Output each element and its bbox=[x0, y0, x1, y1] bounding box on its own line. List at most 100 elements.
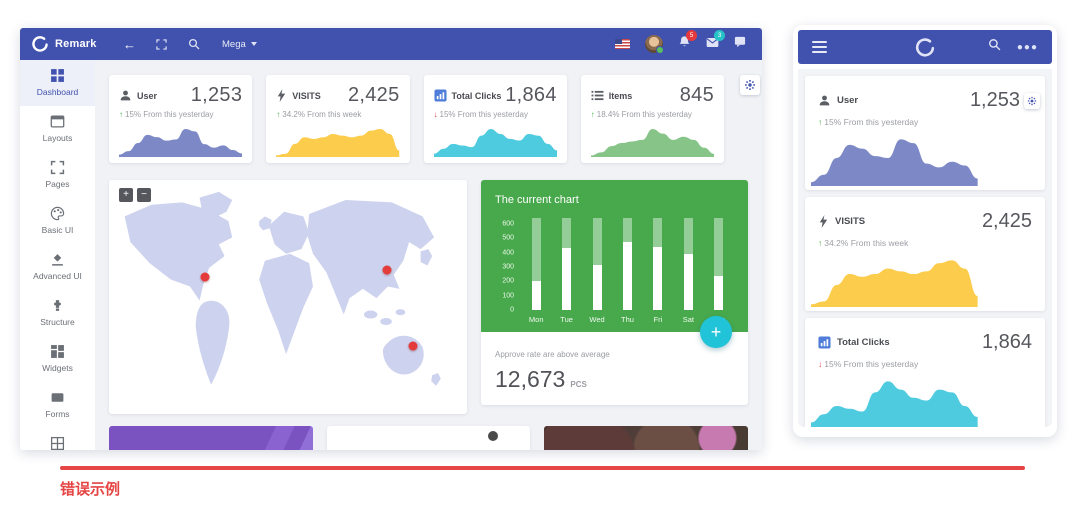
stat-label: Total Clicks bbox=[837, 337, 890, 348]
card-settings-button[interactable] bbox=[1024, 92, 1040, 109]
trend-up-icon: ↑ bbox=[276, 110, 281, 119]
sidebar-label: Layouts bbox=[42, 133, 73, 143]
language-flag-icon[interactable] bbox=[615, 39, 630, 49]
back-arrow-icon[interactable]: ← bbox=[123, 36, 136, 52]
map-marker bbox=[200, 272, 210, 282]
search-icon[interactable] bbox=[988, 38, 1001, 56]
settings-button[interactable] bbox=[740, 75, 760, 95]
sidebar-item-widgets[interactable]: Widgets bbox=[20, 336, 95, 382]
table-icon bbox=[50, 436, 65, 450]
mobile-stat-card-visits: VISITS 2,425 ↑ 34.2% From this week bbox=[805, 197, 1045, 311]
stat-value: 1,253 bbox=[190, 84, 243, 106]
visits-sparkline-chart bbox=[276, 129, 400, 157]
chat-button[interactable] bbox=[734, 35, 746, 53]
stat-value: 2,425 bbox=[981, 210, 1032, 232]
sidebar-item-advanced-ui[interactable]: Advanced UI bbox=[20, 244, 95, 290]
world-map[interactable] bbox=[115, 186, 461, 408]
notifications-button[interactable]: 5 bbox=[678, 30, 697, 53]
sidebar-label: Pages bbox=[45, 179, 70, 189]
brand[interactable]: Remark bbox=[20, 36, 104, 52]
ink-icon bbox=[52, 254, 63, 266]
trend-up-icon: ↑ bbox=[119, 110, 123, 119]
stat-value: 1,864 bbox=[505, 84, 557, 106]
x-tick-label: Wed bbox=[589, 315, 605, 324]
red-divider-line bbox=[60, 466, 1025, 470]
x-tick-label: Mon bbox=[528, 315, 544, 324]
map-marker bbox=[408, 341, 418, 351]
bar-tue bbox=[551, 218, 581, 310]
sidebar-item-forms[interactable]: Forms bbox=[20, 382, 95, 428]
sidebar-item-dashboard[interactable]: Dashboard bbox=[20, 60, 95, 106]
fullscreen-icon[interactable] bbox=[154, 37, 169, 52]
user-icon bbox=[120, 90, 131, 101]
map-zoom-out-button[interactable]: − bbox=[137, 188, 151, 202]
y-tick-label: 300 bbox=[502, 263, 514, 271]
y-tick-label: 400 bbox=[502, 249, 514, 256]
mobile-stat-card-user: User 1,253 ↑ 15% From this yesterday bbox=[805, 76, 1045, 190]
stats-row: User 1,253 ↑ 15% From this yesterday VISI… bbox=[109, 75, 724, 163]
x-tick-label: Fri bbox=[653, 315, 663, 324]
palette-icon bbox=[50, 206, 65, 221]
gear-icon bbox=[1027, 96, 1037, 105]
sidebar-label: Advanced UI bbox=[33, 271, 82, 281]
x-tick-label: Sat bbox=[682, 315, 694, 324]
x-tick-label: Thu bbox=[621, 315, 634, 324]
trend-down-icon: ↓ bbox=[433, 110, 438, 119]
stat-delta-text: 18.4% From this yesterday bbox=[596, 110, 692, 119]
stat-label: VISITS bbox=[835, 216, 866, 227]
sidebar-item-tables[interactable] bbox=[20, 428, 95, 450]
hamburger-menu-icon[interactable] bbox=[812, 41, 827, 53]
bar-wed bbox=[582, 218, 612, 310]
stat-value: 1,253 bbox=[969, 89, 1020, 111]
bar-chart-y-axis: 600 500 400 300 200 100 0 bbox=[495, 218, 521, 313]
approve-section: + Approve rate are above average 12,673 … bbox=[481, 316, 748, 405]
bar-chart-icon bbox=[818, 336, 831, 349]
desktop-dashboard-screenshot: Remark ← Mega 5 bbox=[20, 28, 762, 450]
map-zoom-in-button[interactable]: + bbox=[119, 188, 133, 202]
bar-mon bbox=[521, 218, 551, 310]
brand-name: Remark bbox=[55, 38, 97, 50]
y-tick-label: 500 bbox=[502, 234, 514, 242]
user-sparkline-chart bbox=[811, 139, 978, 186]
notifications-badge: 5 bbox=[686, 30, 697, 41]
stat-delta-text: 34.2% From this week bbox=[824, 238, 909, 248]
y-tick-label: 600 bbox=[502, 220, 514, 228]
sidebar-label: Widgets bbox=[42, 363, 73, 373]
stat-card-visits: VISITS 2,425 ↑ 34.2% From this week bbox=[266, 75, 410, 163]
stat-delta-text: 15% From this yesterday bbox=[439, 110, 528, 119]
partial-card-purple bbox=[109, 426, 313, 450]
sidebar-item-pages[interactable]: Pages bbox=[20, 152, 95, 198]
mobile-dashboard-screenshot: ●●● User 1,253 ↑ 15% From this yesterday bbox=[793, 25, 1057, 437]
sidebar-label: Forms bbox=[45, 409, 70, 419]
chevron-down-icon bbox=[250, 42, 257, 46]
sidebar-label: Structure bbox=[40, 317, 75, 327]
sidebar-item-layouts[interactable]: Layouts bbox=[20, 106, 95, 152]
messages-button[interactable]: 3 bbox=[706, 30, 725, 53]
stat-value: 2,425 bbox=[347, 84, 400, 106]
trend-up-icon: ↑ bbox=[818, 117, 823, 127]
more-options-icon[interactable]: ●●● bbox=[1016, 41, 1038, 53]
sidebar-item-basic-ui[interactable]: Basic UI bbox=[20, 198, 95, 244]
y-tick-label: 100 bbox=[502, 292, 514, 300]
add-button[interactable]: + bbox=[700, 316, 732, 348]
dashboard-content: User 1,253 ↑ 15% From this yesterday VISI… bbox=[95, 60, 762, 450]
bottom-cards-row bbox=[109, 426, 749, 450]
approve-text: Approve rate are above average bbox=[495, 350, 610, 359]
partial-card-white bbox=[326, 426, 531, 450]
sidebar-label: Basic UI bbox=[41, 225, 74, 235]
user-avatar[interactable] bbox=[645, 35, 664, 54]
visits-sparkline-chart bbox=[811, 260, 978, 307]
y-tick-label: 200 bbox=[502, 277, 514, 285]
current-chart-card: The current chart 600 500 400 300 200 100 0 Mo… bbox=[481, 180, 748, 405]
remark-logo-icon bbox=[32, 36, 48, 52]
error-example-caption: 错误示例 bbox=[60, 481, 121, 498]
lightning-icon bbox=[278, 89, 286, 102]
sidebar-item-structure[interactable]: Structure bbox=[20, 290, 95, 336]
mega-menu[interactable]: Mega bbox=[222, 39, 257, 50]
chat-icon bbox=[734, 36, 746, 48]
sidebar: Dashboard Layouts Pages Basic UI Advance… bbox=[20, 60, 95, 450]
search-icon[interactable] bbox=[186, 37, 201, 52]
stat-delta-text: 15% From this yesterday bbox=[824, 117, 919, 127]
stat-delta-text: 15% From this yesterday bbox=[125, 110, 214, 119]
